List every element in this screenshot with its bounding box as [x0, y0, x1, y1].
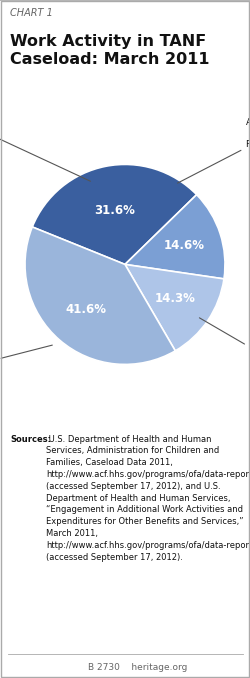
Text: TANF Cases
with No Work
Eligible Parent: TANF Cases with No Work Eligible Parent [0, 345, 52, 384]
Wedge shape [125, 264, 224, 351]
Wedge shape [125, 195, 225, 279]
Text: Work Activity in TANF
Caseload: March 2011: Work Activity in TANF Caseload: March 20… [10, 34, 209, 66]
Text: Sources:: Sources: [10, 435, 51, 443]
Wedge shape [25, 227, 175, 364]
Text: 14.3%: 14.3% [154, 292, 195, 304]
Text: 31.6%: 31.6% [94, 204, 135, 217]
Text: Work Eligible
Adults Meeting
Federal Activity
Standard: Work Eligible Adults Meeting Federal Act… [200, 318, 250, 388]
Text: B 2730    heritage.org: B 2730 heritage.org [88, 663, 187, 672]
Text: CHART 1: CHART 1 [10, 8, 53, 18]
Wedge shape [32, 165, 197, 264]
Text: U.S. Department of Health and Human Services, Administration for Children and Fa: U.S. Department of Health and Human Serv… [46, 435, 250, 561]
Text: 41.6%: 41.6% [65, 303, 106, 316]
Text: Work Eligible
Adults Active but
Not Meeting
Federal Standard: Work Eligible Adults Active but Not Meet… [178, 106, 250, 183]
Text: Work Eligible
Adults with
No Activity: Work Eligible Adults with No Activity [0, 106, 90, 181]
Text: 14.6%: 14.6% [164, 239, 204, 252]
